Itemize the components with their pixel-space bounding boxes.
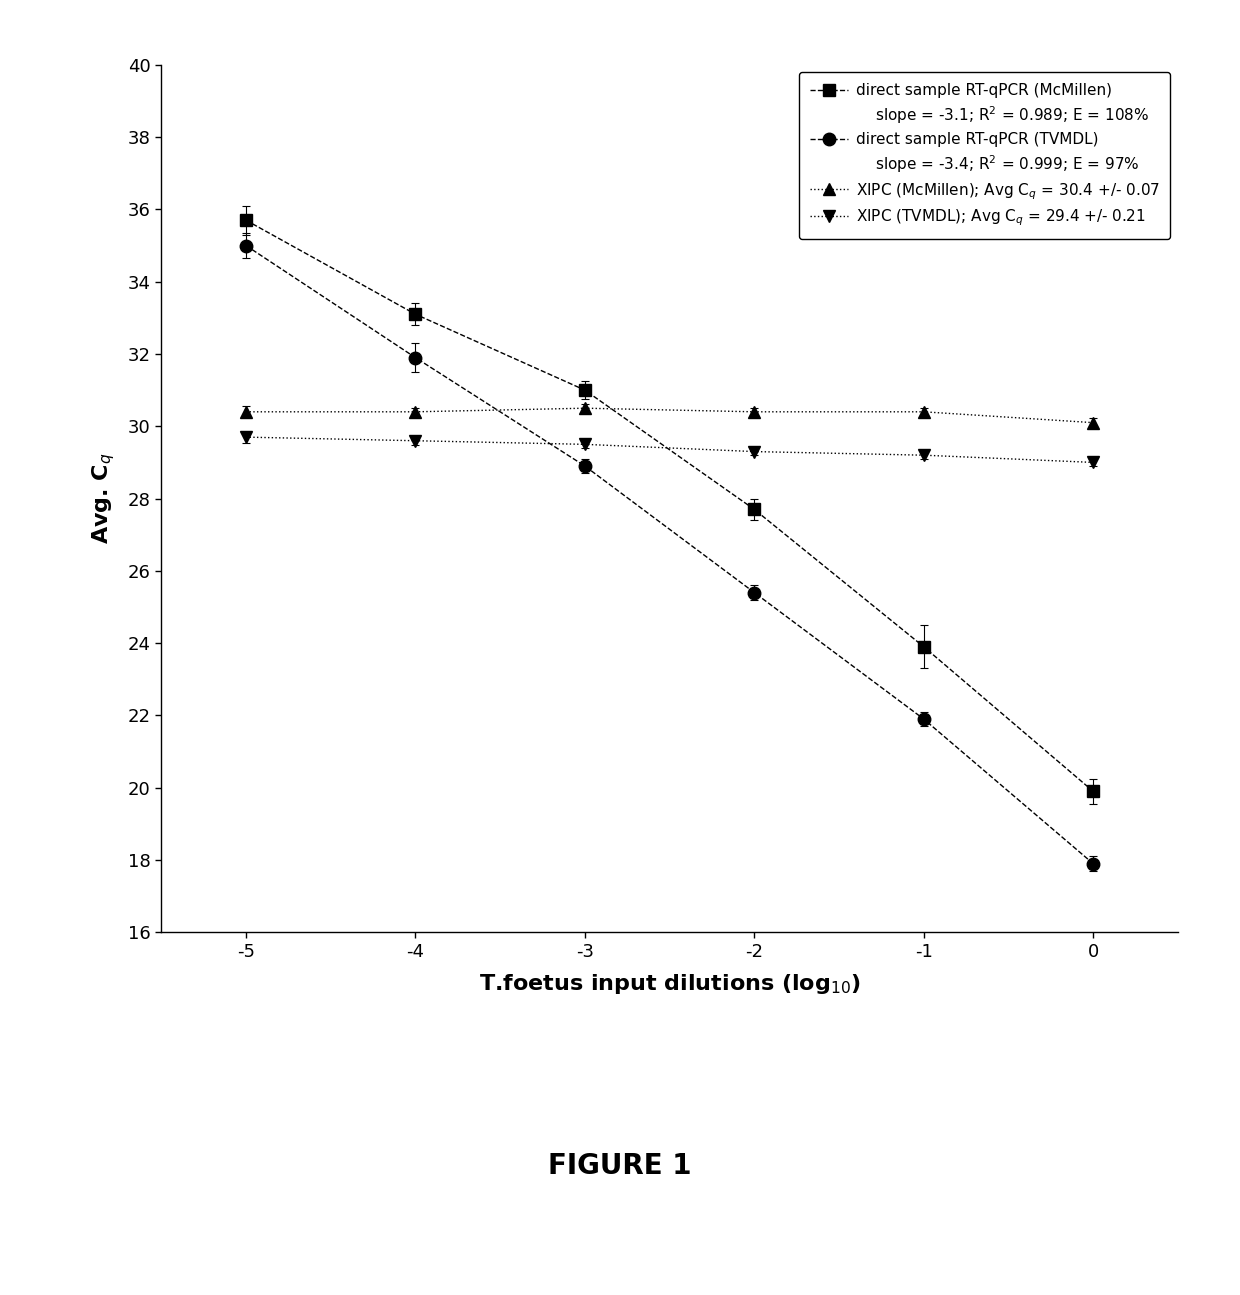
Y-axis label: Avg. C$_q$: Avg. C$_q$ bbox=[89, 453, 117, 544]
Legend: direct sample RT-qPCR (McMillen),     slope = -3.1; R$^2$ = 0.989; E = 108%, dir: direct sample RT-qPCR (McMillen), slope … bbox=[799, 73, 1171, 240]
Text: FIGURE 1: FIGURE 1 bbox=[548, 1151, 692, 1180]
X-axis label: T.foetus input dilutions (log$_{10}$): T.foetus input dilutions (log$_{10}$) bbox=[479, 973, 861, 996]
